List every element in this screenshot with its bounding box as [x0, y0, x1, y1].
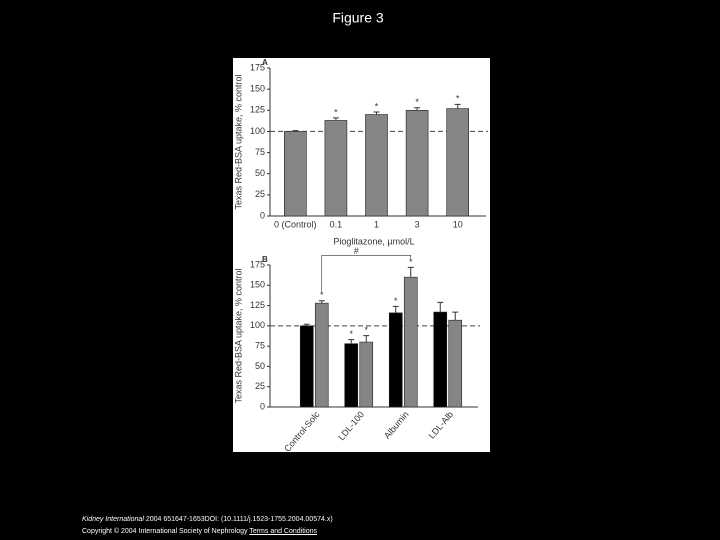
- y-tick-label: 100: [250, 320, 265, 330]
- y-tick-label: 150: [250, 84, 265, 94]
- x-axis-label: Pioglitazone, µmol/L: [333, 236, 414, 246]
- error-bar: [303, 323, 310, 326]
- x-tick-label: 0 (Control): [274, 219, 317, 229]
- bar: [403, 276, 418, 408]
- copyright: Copyright © 2004 International Society o…: [82, 528, 248, 535]
- significance-mark: *: [334, 107, 338, 117]
- y-tick-label: 50: [255, 168, 265, 178]
- bar: [365, 114, 388, 217]
- significance-mark: *: [456, 94, 460, 104]
- significance-mark: *: [320, 290, 324, 300]
- bar: [359, 341, 374, 408]
- significance-mark: *: [375, 101, 379, 111]
- bar: [299, 325, 314, 408]
- bracket: [321, 255, 412, 293]
- x-tick-label: 1: [374, 219, 379, 229]
- bar: [314, 302, 329, 408]
- error-bar: [292, 130, 299, 132]
- y-tick-label: 100: [250, 126, 265, 136]
- y-tick-label: 0: [260, 401, 265, 411]
- bar: [405, 109, 429, 217]
- error-bar: [452, 311, 459, 321]
- significance-mark: *: [349, 329, 353, 339]
- y-tick-label: 125: [250, 300, 265, 310]
- x-tick-label: 3: [415, 219, 420, 229]
- bar: [324, 120, 348, 217]
- error-bar: [414, 107, 421, 111]
- citation: 2004 651647-1653DOI: (10.1111/j.1523-175…: [145, 516, 333, 523]
- bar: [344, 343, 359, 408]
- terms-link[interactable]: Terms and Conditions: [249, 528, 318, 535]
- y-tick-label: 175: [250, 62, 265, 72]
- y-axis-label: Texas Red-BSA uptake, % control: [233, 74, 243, 209]
- y-tick-label: 50: [255, 361, 265, 371]
- citation-line: Kidney International 2004 651647-1653DOI…: [82, 516, 333, 523]
- error-bar: [407, 266, 414, 278]
- error-bar: [392, 305, 399, 313]
- error-bar: [332, 117, 339, 121]
- error-bar: [318, 300, 325, 304]
- significance-mark: *: [364, 325, 368, 335]
- x-tick-label: 10: [453, 219, 463, 229]
- copyright-line: Copyright © 2004 International Society o…: [82, 528, 317, 535]
- error-bar: [363, 335, 370, 343]
- error-bar: [348, 339, 355, 344]
- significance-mark: *: [394, 296, 398, 306]
- y-tick-label: 75: [255, 341, 265, 351]
- bar: [388, 312, 403, 408]
- bar: [283, 131, 307, 217]
- y-tick-label: 125: [250, 105, 265, 115]
- y-tick-label: 75: [255, 147, 265, 157]
- y-axis-label: Texas Red-BSA uptake, % control: [233, 268, 243, 403]
- error-bar: [454, 103, 461, 109]
- significance-mark: *: [409, 257, 413, 267]
- y-tick-label: 25: [255, 381, 265, 391]
- bar: [433, 311, 448, 408]
- significance-mark: *: [415, 97, 419, 107]
- journal: Kidney International: [82, 516, 144, 523]
- x-tick-label: 0.1: [330, 219, 343, 229]
- panel-label: B: [262, 255, 268, 264]
- bar: [446, 108, 470, 217]
- y-tick-label: 25: [255, 189, 265, 199]
- page-title: Figure 3: [332, 10, 384, 26]
- error-bar: [437, 301, 444, 313]
- bracket-label: #: [354, 246, 359, 256]
- y-tick-label: 150: [250, 280, 265, 290]
- bar: [448, 319, 463, 408]
- panel-label: A: [262, 58, 268, 67]
- y-tick-label: 175: [250, 259, 265, 269]
- y-tick-label: 0: [260, 210, 265, 220]
- error-bar: [373, 111, 380, 115]
